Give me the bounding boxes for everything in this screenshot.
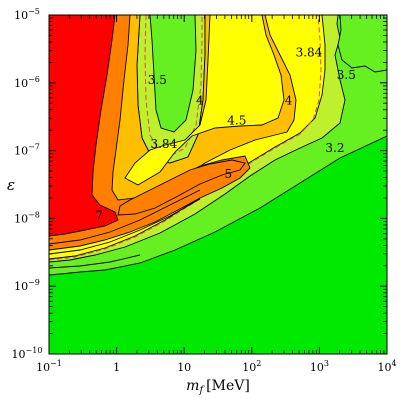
region-level-4 — [124, 15, 285, 186]
y-tick-label-exp: −9 — [28, 278, 40, 287]
x-tick-label: 102 — [242, 359, 261, 374]
x-tick-label-exp: 4 — [391, 359, 396, 368]
x-tick-label-base: 10 — [36, 361, 50, 374]
contour-label: 5 — [225, 167, 233, 181]
y-tick-label-exp: −10 — [26, 346, 43, 355]
contour-label: 4 — [285, 93, 293, 107]
x-tick-label: 1 — [113, 361, 120, 374]
x-tick-label: 10−1 — [36, 359, 62, 374]
island-level-3.2 — [149, 15, 197, 133]
contour-label: 3.5 — [148, 73, 167, 87]
region-level-5-inner — [117, 159, 246, 216]
y-tick-label-exp: −7 — [28, 143, 40, 152]
x-axis-label-sub: f — [198, 385, 205, 396]
y-tick-label: 10−6 — [14, 75, 40, 90]
x-tick-label-exp: 3 — [324, 359, 329, 368]
x-tick-label: 104 — [377, 359, 396, 374]
y-tick-label-base: 10 — [14, 77, 28, 90]
lower-contour-a — [49, 189, 201, 245]
y-tick-label: 10−8 — [14, 210, 40, 225]
contour-label: 7 — [95, 209, 103, 223]
contour-label: 4 — [196, 93, 204, 107]
contour-label: 3.84 — [150, 137, 177, 151]
y-tick-label: 10−10 — [12, 346, 43, 361]
y-tick-label-base: 10 — [14, 280, 28, 293]
x-tick-label-base: 10 — [377, 361, 391, 374]
x-tick-label-exp: −1 — [50, 359, 62, 368]
contour-label: 3.2 — [325, 141, 344, 155]
lower-contour-b — [49, 198, 201, 255]
dashed-contour-outer — [49, 15, 322, 261]
x-tick-label-exp: 2 — [256, 359, 261, 368]
plot-frame — [48, 14, 388, 355]
y-tick-label-exp: −8 — [28, 210, 40, 219]
y-axis-label: ε — [7, 176, 15, 194]
y-tick-label-base: 10 — [14, 212, 28, 225]
x-tick-label-base: 10 — [242, 361, 256, 374]
x-axis-label: mf [MeV] — [186, 378, 250, 396]
plot-area — [49, 15, 387, 354]
x-axis-label-var: m — [186, 378, 199, 394]
x-tick-label-base: 10 — [310, 361, 324, 374]
contour-label: 3.84 — [296, 45, 323, 59]
y-tick-label: 10−9 — [14, 278, 40, 293]
x-tick-labels: 10−1 1 10 102 103 104 — [36, 359, 396, 374]
region-level-7 — [49, 15, 119, 237]
y-tick-label-base: 10 — [14, 9, 28, 22]
upper-right-contour — [337, 15, 387, 73]
y-tick-label-base: 10 — [14, 145, 28, 158]
contour-label: 4.5 — [227, 113, 246, 127]
x-tick-label-base: 1 — [113, 361, 120, 374]
x-tick-label: 10 — [177, 361, 191, 374]
y-tick-label: 10−5 — [14, 7, 40, 22]
y-tick-label: 10−7 — [14, 143, 40, 158]
x-axis-label-unit: [MeV] — [206, 378, 250, 394]
y-tick-label-exp: −6 — [28, 75, 40, 84]
axis-ticks — [48, 14, 388, 355]
contour-label: 3.5 — [337, 68, 356, 82]
y-tick-label-base: 10 — [12, 348, 26, 361]
x-tick-label-base: 10 — [177, 361, 191, 374]
x-tick-label: 103 — [310, 359, 329, 374]
y-tick-label-exp: −5 — [28, 7, 40, 16]
lower-contour-c — [49, 254, 141, 269]
contour-level-labels: 3.5 4 3.84 3.5 4 4.5 3.84 5 3.2 7 — [95, 45, 356, 222]
